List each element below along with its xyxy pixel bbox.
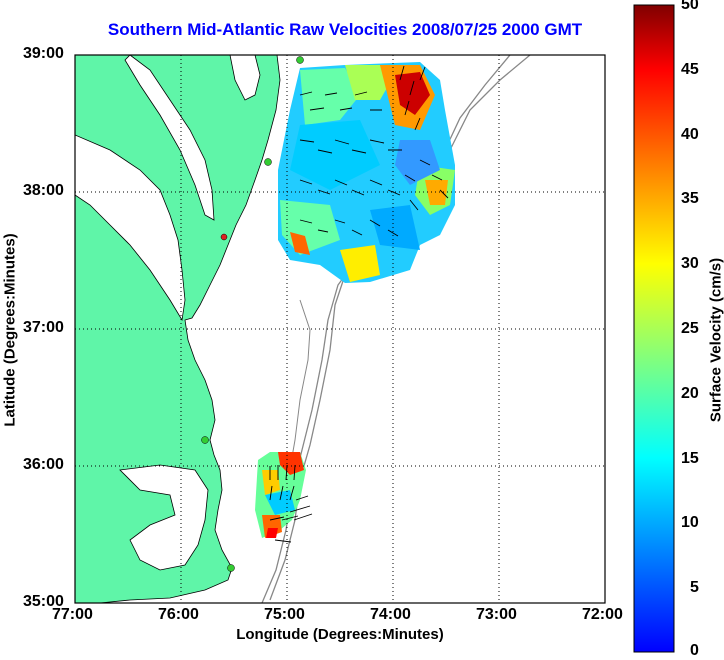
colorbar-title: Surface Velocity (cm/s) [708,258,724,422]
x-axis-title: Longitude (Degrees:Minutes) [75,626,605,643]
colorbar [634,5,674,652]
site-marker [202,437,209,444]
colorbar-tick-label: 25 [681,320,699,338]
colorbar-tick-label: 5 [690,579,699,597]
x-tick-label: 76:00 [158,606,199,624]
y-tick-label: 39:00 [23,45,64,63]
y-axis-title: Latitude (Degrees:Minutes) [2,233,19,426]
y-tick-label: 37:00 [23,319,64,337]
colorbar-tick-label: 10 [681,514,699,532]
y-tick-label: 36:00 [23,456,64,474]
colorbar-tick-label: 40 [681,126,699,144]
colorbar-tick-label: 0 [690,642,699,660]
x-tick-label: 74:00 [370,606,411,624]
colorbar-tick-label: 35 [681,190,699,208]
site-marker [228,565,235,572]
site-marker [265,159,272,166]
colorbar-tick-label: 20 [681,385,699,403]
site-marker [297,57,304,64]
colorbar-tick-label: 50 [681,0,699,14]
x-tick-label: 75:00 [264,606,305,624]
x-tick-label: 73:00 [476,606,517,624]
colorbar-tick-label: 30 [681,255,699,273]
site-marker [221,234,227,240]
x-tick-label: 72:00 [582,606,623,624]
y-tick-label: 38:00 [23,182,64,200]
colorbar-tick-label: 15 [681,450,699,468]
colorbar-tick-label: 45 [681,61,699,79]
x-tick-label: 77:00 [52,606,93,624]
